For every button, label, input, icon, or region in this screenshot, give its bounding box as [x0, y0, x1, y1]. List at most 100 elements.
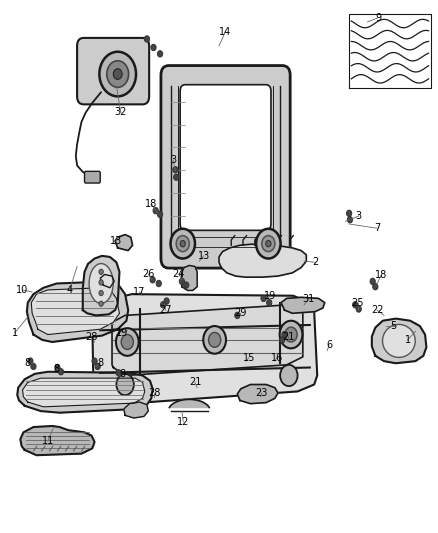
Circle shape: [55, 365, 60, 370]
Text: 16: 16: [271, 353, 283, 363]
Circle shape: [280, 365, 297, 386]
Polygon shape: [31, 288, 120, 335]
Polygon shape: [112, 305, 303, 375]
Circle shape: [282, 332, 287, 338]
Text: 3: 3: [170, 155, 176, 165]
Circle shape: [157, 51, 162, 57]
Circle shape: [184, 282, 189, 288]
FancyBboxPatch shape: [85, 171, 100, 183]
Text: 28: 28: [148, 388, 161, 398]
Polygon shape: [27, 281, 128, 342]
Text: 25: 25: [352, 297, 364, 308]
Text: 8: 8: [25, 358, 31, 368]
Circle shape: [203, 326, 226, 354]
Circle shape: [28, 358, 33, 365]
Circle shape: [347, 216, 353, 223]
Text: 32: 32: [115, 107, 127, 117]
Circle shape: [157, 211, 162, 217]
Polygon shape: [237, 384, 278, 403]
Polygon shape: [124, 402, 148, 418]
Circle shape: [280, 321, 302, 349]
Circle shape: [353, 302, 358, 308]
Circle shape: [31, 364, 36, 369]
Circle shape: [262, 236, 275, 252]
Circle shape: [99, 301, 103, 306]
Text: 9: 9: [375, 13, 381, 23]
Circle shape: [164, 298, 169, 304]
Text: 21: 21: [189, 377, 201, 387]
Text: 14: 14: [219, 27, 232, 37]
Text: 28: 28: [85, 332, 98, 342]
Text: 7: 7: [374, 223, 380, 233]
Text: 8: 8: [119, 369, 125, 379]
Circle shape: [116, 369, 121, 376]
Text: 1: 1: [405, 335, 411, 345]
Circle shape: [99, 52, 136, 96]
Circle shape: [179, 278, 184, 285]
Circle shape: [107, 61, 129, 87]
Text: 4: 4: [67, 285, 73, 295]
Circle shape: [113, 69, 122, 79]
Circle shape: [58, 368, 64, 375]
Text: 24: 24: [173, 269, 185, 279]
Circle shape: [92, 358, 97, 365]
Circle shape: [280, 337, 285, 343]
FancyBboxPatch shape: [161, 66, 290, 268]
Circle shape: [99, 290, 103, 296]
Text: 17: 17: [133, 287, 146, 297]
Text: 5: 5: [391, 321, 397, 331]
Polygon shape: [115, 235, 133, 251]
Text: 13: 13: [110, 236, 123, 246]
Circle shape: [267, 300, 272, 306]
Polygon shape: [170, 399, 209, 408]
Text: 22: 22: [371, 305, 383, 315]
Circle shape: [121, 335, 134, 350]
Circle shape: [370, 278, 375, 285]
Circle shape: [156, 280, 161, 287]
Circle shape: [151, 44, 156, 51]
Circle shape: [208, 333, 221, 348]
Circle shape: [99, 280, 103, 285]
Circle shape: [176, 236, 189, 252]
Text: 23: 23: [256, 388, 268, 398]
Circle shape: [266, 240, 271, 247]
Polygon shape: [20, 426, 95, 455]
Ellipse shape: [382, 325, 415, 358]
Circle shape: [173, 166, 178, 173]
Polygon shape: [372, 319, 426, 364]
Circle shape: [373, 284, 378, 290]
Text: 29: 29: [234, 308, 246, 318]
Circle shape: [145, 36, 150, 42]
Circle shape: [170, 229, 195, 259]
Text: 8: 8: [53, 364, 60, 374]
Text: 21: 21: [283, 332, 295, 342]
Text: 12: 12: [177, 417, 189, 427]
Text: 13: 13: [198, 251, 210, 261]
Text: 19: 19: [116, 328, 128, 338]
Text: 19: 19: [264, 290, 276, 301]
Text: 6: 6: [326, 340, 332, 350]
Text: 1: 1: [11, 328, 18, 338]
Text: 11: 11: [42, 436, 54, 446]
Text: 10: 10: [16, 285, 28, 295]
Polygon shape: [181, 265, 197, 290]
Polygon shape: [92, 294, 317, 403]
Polygon shape: [281, 297, 325, 313]
Polygon shape: [83, 256, 120, 316]
Polygon shape: [100, 274, 114, 288]
Circle shape: [235, 312, 240, 319]
Circle shape: [346, 210, 352, 216]
FancyBboxPatch shape: [180, 85, 271, 230]
Text: 15: 15: [243, 353, 255, 363]
Circle shape: [180, 240, 185, 247]
Circle shape: [160, 302, 166, 308]
Text: 8: 8: [97, 358, 103, 368]
FancyBboxPatch shape: [77, 38, 149, 104]
Text: 27: 27: [159, 305, 172, 315]
Circle shape: [99, 269, 103, 274]
Circle shape: [95, 364, 100, 369]
Text: 2: 2: [312, 257, 318, 267]
Circle shape: [116, 328, 139, 356]
Circle shape: [256, 229, 281, 259]
Text: 18: 18: [145, 199, 157, 209]
